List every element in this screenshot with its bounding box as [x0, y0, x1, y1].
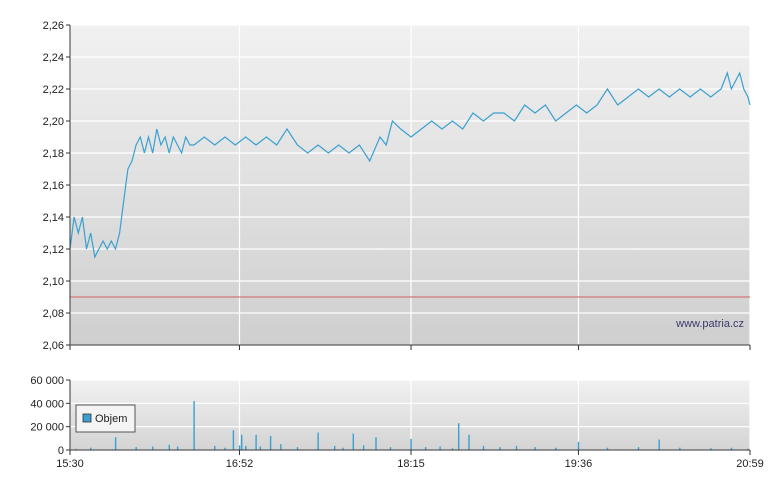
y-tick-label: 60 000 — [30, 375, 64, 387]
y-tick-label: 2,06 — [43, 340, 64, 352]
volume-bar — [555, 447, 557, 450]
volume-bar — [238, 445, 241, 450]
volume-bar — [468, 434, 470, 450]
volume-bar — [730, 447, 733, 450]
volume-bar — [710, 448, 712, 451]
y-tick-label: 20 000 — [30, 422, 64, 434]
legend-swatch — [82, 413, 92, 423]
volume-bar — [352, 433, 354, 450]
volume-bar — [90, 447, 92, 450]
volume-bar — [458, 423, 460, 450]
volume-x-ticks: 15:30 16:52 18:15 19:36 20:59 — [56, 450, 764, 470]
volume-bar — [296, 447, 299, 450]
volume-bar — [499, 447, 501, 450]
volume-bar — [214, 445, 216, 450]
volume-bar — [269, 436, 272, 450]
volume-plot-area — [70, 380, 750, 450]
x-tick-label: 16:52 — [226, 458, 254, 470]
volume-bar — [114, 437, 117, 450]
volume-bar — [232, 430, 235, 450]
y-tick-label: 40 000 — [30, 398, 64, 410]
volume-bar — [135, 447, 137, 450]
volume-bar — [439, 446, 441, 450]
volume-bar — [515, 445, 518, 450]
volume-bar — [679, 447, 681, 450]
y-tick-label: 2,24 — [43, 52, 64, 64]
volume-bar — [176, 446, 179, 450]
y-tick-label: 2,26 — [43, 20, 64, 32]
x-tick-label: 18:15 — [397, 458, 425, 470]
y-tick-label: 2,14 — [43, 212, 64, 224]
volume-y-ticks: 60 000 40 000 20 000 0 — [30, 375, 70, 457]
y-tick-label: 2,18 — [43, 148, 64, 160]
x-tick-label: 20:59 — [736, 458, 764, 470]
volume-bar — [152, 446, 154, 450]
volume-bar — [482, 445, 485, 450]
volume-bar — [362, 445, 365, 450]
volume-bar — [245, 445, 247, 450]
volume-bar — [637, 447, 640, 450]
volume-bar — [280, 444, 282, 450]
volume-bar — [75, 448, 77, 450]
volume-bar — [317, 432, 319, 450]
volume-bar — [424, 447, 427, 450]
y-tick-label: 2,08 — [43, 308, 64, 320]
volume-bar — [389, 447, 392, 450]
x-tick-label: 19:36 — [565, 458, 593, 470]
volume-bar — [410, 438, 412, 450]
volume-bar — [259, 446, 261, 450]
volume-bars — [75, 401, 749, 451]
watermark[interactable]: www.patria.cz — [675, 318, 744, 330]
y-tick-label: 2,12 — [43, 244, 64, 256]
x-tick-label: 15:30 — [56, 458, 84, 470]
volume-bar — [168, 444, 170, 451]
volume-bar — [193, 401, 195, 450]
volume-bar — [255, 434, 257, 450]
volume-bar — [577, 441, 580, 450]
y-tick-label: 2,10 — [43, 276, 64, 288]
volume-bar — [375, 437, 377, 450]
volume-bar — [534, 447, 536, 450]
volume-legend: Objem — [75, 404, 136, 433]
volume-bar — [747, 448, 749, 450]
price-series-line — [69, 71, 751, 259]
volume-bar — [334, 445, 336, 450]
volume-bar — [241, 434, 243, 450]
y-tick-label: 2,20 — [43, 116, 64, 128]
y-tick-label: 2,16 — [43, 180, 64, 192]
volume-bar — [451, 448, 454, 451]
price-y-ticks: 2,26 2,24 2,22 2,20 2,18 2,16 2,14 2,12 2,10 2,08… — [43, 20, 70, 352]
volume-bar — [224, 447, 226, 450]
volume-bar — [658, 439, 660, 450]
y-tick-label: 0 — [58, 445, 64, 457]
volume-bar — [606, 447, 609, 450]
volume-bar — [342, 447, 344, 450]
y-tick-label: 2,22 — [43, 84, 64, 96]
price-x-ticks — [69, 345, 751, 350]
legend-label: Objem — [95, 413, 127, 425]
